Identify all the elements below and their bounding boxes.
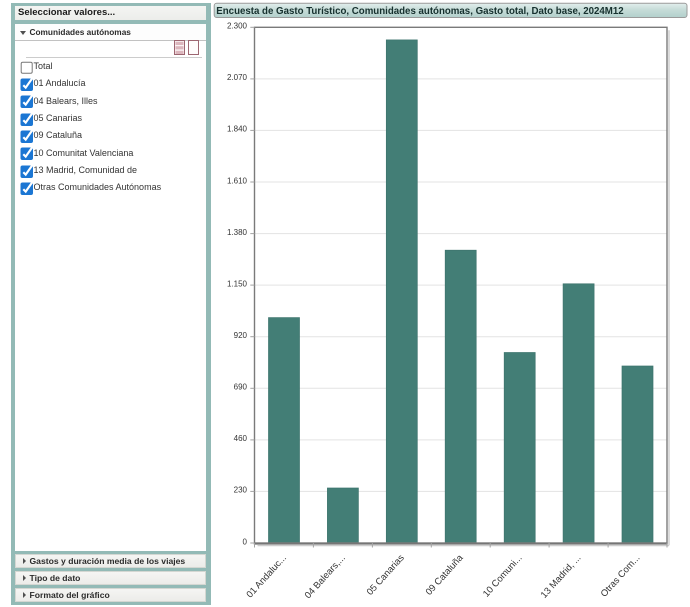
svg-text:01 Andaluc...: 01 Andaluc... — [244, 552, 288, 600]
svg-text:2.070: 2.070 — [227, 73, 248, 82]
svg-text:13 Madrid, ...: 13 Madrid, ... — [538, 552, 583, 600]
svg-text:10 Comuni...: 10 Comuni... — [480, 552, 524, 599]
svg-text:09 Cataluña: 09 Cataluña — [423, 551, 466, 597]
svg-text:04 Balears,...: 04 Balears,... — [302, 552, 347, 600]
svg-text:920: 920 — [234, 331, 248, 340]
svg-text:0: 0 — [243, 537, 248, 546]
svg-text:1.380: 1.380 — [227, 228, 248, 237]
svg-text:460: 460 — [234, 434, 248, 443]
svg-text:05 Canarias: 05 Canarias — [364, 552, 406, 597]
svg-text:1.150: 1.150 — [227, 279, 248, 288]
svg-text:Encuesta de Gasto Turístico, C: Encuesta de Gasto Turístico, Comunidades… — [216, 6, 623, 17]
svg-text:1.610: 1.610 — [227, 176, 248, 185]
svg-text:230: 230 — [234, 486, 248, 495]
svg-text:1.840: 1.840 — [227, 125, 248, 134]
svg-text:2.300: 2.300 — [227, 22, 248, 31]
svg-text:Otras Com...: Otras Com... — [598, 552, 642, 599]
svg-text:690: 690 — [234, 383, 248, 392]
